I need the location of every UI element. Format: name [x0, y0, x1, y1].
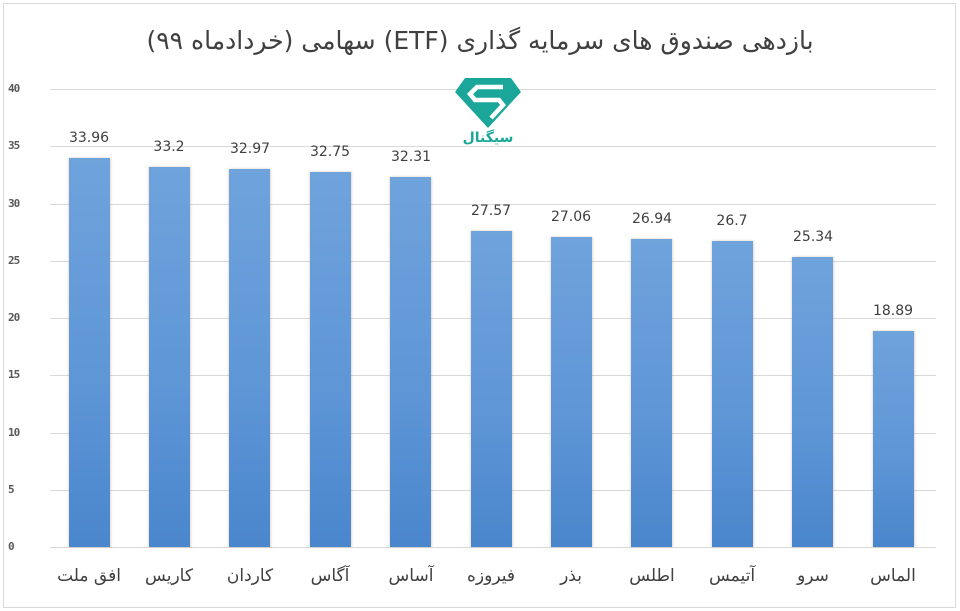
- bar: [390, 177, 431, 547]
- y-tick-label: 20: [8, 311, 20, 324]
- y-tick-label: 10: [8, 426, 20, 439]
- x-category-label: بذر: [560, 566, 582, 586]
- y-tick-label: 35: [8, 139, 20, 152]
- bar-value-label: 32.31: [390, 149, 432, 165]
- bar-value-label: 33.2: [153, 139, 185, 155]
- chart-title: بازدهی صندوق های سرمایه گذاری (ETF) سهام…: [146, 26, 814, 55]
- bar-value-label: 32.75: [309, 144, 351, 160]
- x-category-label: آگاس: [310, 566, 350, 586]
- gridline: [50, 204, 936, 205]
- bar: [712, 241, 753, 547]
- x-category-label: آتیمس: [708, 566, 756, 586]
- y-tick-label: 40: [8, 82, 20, 95]
- y-tick-label: 30: [8, 197, 20, 210]
- x-category-label: آساس: [388, 566, 434, 586]
- watermark-brand-text: سیگنال: [462, 130, 514, 146]
- bar: [551, 237, 592, 547]
- bar: [631, 239, 672, 547]
- bar-value-label: 33.96: [68, 130, 110, 146]
- gridline: [50, 547, 936, 548]
- x-category-label: کاریس: [145, 566, 193, 586]
- x-category-label: اطلس: [629, 566, 675, 586]
- y-tick-label: 5: [8, 483, 15, 496]
- x-category-label: سرو: [797, 566, 829, 586]
- bar-value-label: 26.7: [716, 213, 748, 229]
- x-category-label: الماس: [870, 566, 916, 586]
- y-tick-label: 25: [8, 254, 20, 267]
- x-category-label: کاردان: [226, 566, 274, 586]
- bar: [792, 257, 833, 547]
- bar-value-label: 27.06: [550, 209, 592, 225]
- bar-value-label: 32.97: [229, 141, 271, 157]
- bar-value-label: 18.89: [872, 303, 914, 319]
- x-category-label: افق ملت: [57, 566, 121, 586]
- bar: [873, 331, 914, 547]
- y-tick-label: 15: [8, 368, 20, 381]
- y-tick-label: 0: [8, 540, 15, 553]
- bar: [69, 158, 110, 547]
- bar-value-label: 27.57: [470, 203, 512, 219]
- bar: [229, 169, 270, 547]
- bar: [310, 172, 351, 547]
- diamond-s-logo-icon: [455, 78, 521, 128]
- x-category-label: فیروزه: [467, 566, 515, 586]
- watermark-logo: سیگنال: [453, 76, 523, 156]
- bar: [149, 167, 190, 547]
- gridline: [50, 146, 936, 147]
- bar: [471, 231, 512, 547]
- bar-value-label: 25.34: [792, 229, 834, 245]
- bar-value-label: 26.94: [631, 211, 673, 227]
